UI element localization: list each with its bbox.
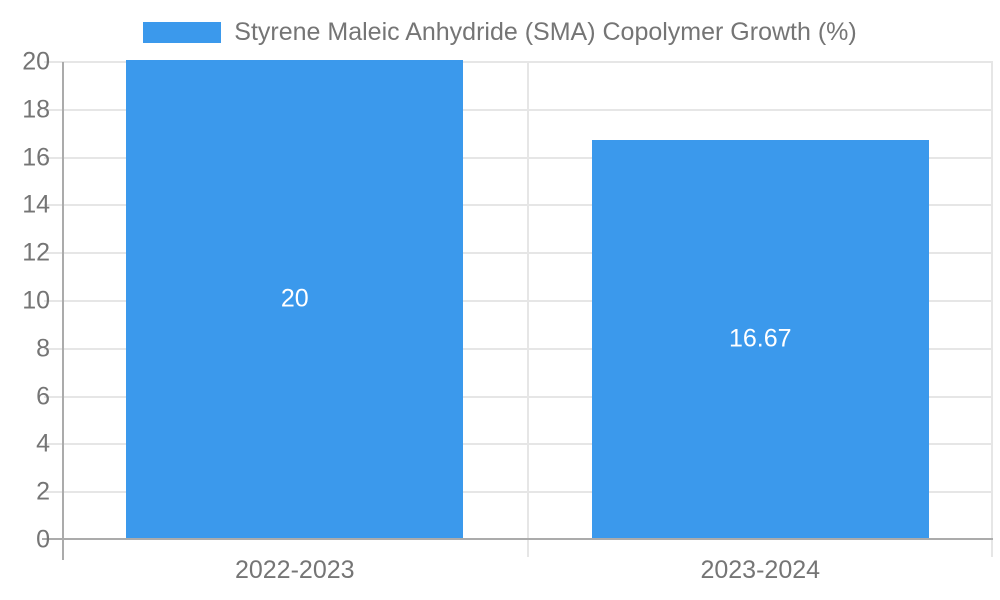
y-tick-label-4: 4 <box>36 429 50 458</box>
y-tick-label-16: 16 <box>22 143 50 172</box>
gridline-y-14 <box>44 204 993 207</box>
legend-swatch-icon <box>143 21 222 43</box>
bar-2022-2023[interactable]: 20 <box>126 60 464 538</box>
y-tick-label-0: 0 <box>36 525 50 554</box>
gridline-y-18 <box>44 108 993 111</box>
gridline-y-4 <box>44 443 993 446</box>
x-tick-label-2022-2023: 2022-2023 <box>234 556 355 584</box>
y-tick-label-6: 6 <box>36 382 50 411</box>
gridline-right-boundary <box>991 62 993 557</box>
y-axis-line <box>62 62 64 560</box>
gridline-y-20 <box>44 61 993 63</box>
plot-area: 20 16.67 <box>42 60 993 560</box>
chart-legend[interactable]: Styrene Maleic Anhydride (SMA) Copolymer… <box>0 14 1000 50</box>
x-axis-baseline <box>42 538 993 540</box>
y-tick-label-2: 2 <box>36 477 50 506</box>
y-tick-label-18: 18 <box>22 95 50 124</box>
y-tick-label-20: 20 <box>22 47 50 76</box>
y-tick-label-8: 8 <box>36 334 50 363</box>
y-tick-label-12: 12 <box>22 238 50 267</box>
y-tick-label-14: 14 <box>22 190 50 219</box>
x-tick-label-2023-2024: 2023-2024 <box>700 556 821 584</box>
y-tick-label-10: 10 <box>22 286 50 315</box>
gridline-category-separator <box>526 62 529 557</box>
bar-value-label: 20 <box>280 284 309 313</box>
gridline-y-6 <box>44 395 993 398</box>
gridline-y-10 <box>44 300 993 302</box>
gridline-y-12 <box>44 252 993 255</box>
bar-value-label: 16.67 <box>728 324 792 353</box>
gridline-y-2 <box>44 491 993 494</box>
bar-2023-2024[interactable]: 16.67 <box>591 139 929 538</box>
legend-label: Styrene Maleic Anhydride (SMA) Copolymer… <box>234 17 857 46</box>
gridline-y-16 <box>44 156 993 159</box>
gridline-y-8 <box>44 347 993 350</box>
